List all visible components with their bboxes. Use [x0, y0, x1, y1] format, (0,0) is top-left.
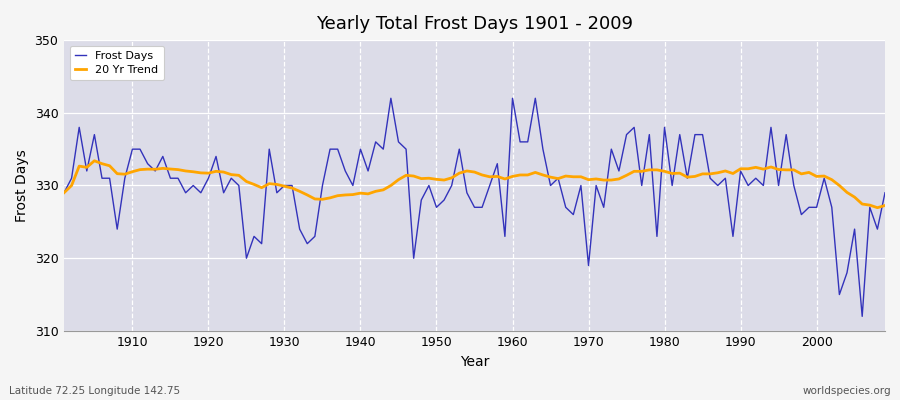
Frost Days — [120, 176, 130, 181]
20 Yr Trend — [606, 178, 616, 182]
20 Yr Trend — [127, 169, 138, 174]
Frost Days — [606, 147, 616, 152]
X-axis label: Year: Year — [460, 355, 490, 369]
Frost Days — [58, 190, 69, 195]
Legend: Frost Days, 20 Yr Trend: Frost Days, 20 Yr Trend — [69, 46, 164, 80]
Text: worldspecies.org: worldspecies.org — [803, 386, 891, 396]
Y-axis label: Frost Days: Frost Days — [15, 149, 29, 222]
Frost Days — [857, 314, 868, 319]
Frost Days — [507, 96, 517, 101]
Frost Days — [879, 190, 890, 195]
20 Yr Trend — [340, 192, 351, 197]
20 Yr Trend — [507, 174, 517, 179]
Line: Frost Days: Frost Days — [64, 98, 885, 316]
Line: 20 Yr Trend: 20 Yr Trend — [64, 161, 885, 208]
Frost Days — [385, 96, 396, 101]
Title: Yearly Total Frost Days 1901 - 2009: Yearly Total Frost Days 1901 - 2009 — [316, 15, 633, 33]
Frost Days — [332, 147, 343, 152]
Frost Days — [515, 140, 526, 144]
20 Yr Trend — [515, 172, 526, 177]
Frost Days — [286, 183, 297, 188]
20 Yr Trend — [58, 190, 69, 195]
20 Yr Trend — [872, 205, 883, 210]
Text: Latitude 72.25 Longitude 142.75: Latitude 72.25 Longitude 142.75 — [9, 386, 180, 396]
20 Yr Trend — [879, 203, 890, 208]
20 Yr Trend — [294, 189, 305, 194]
20 Yr Trend — [89, 158, 100, 163]
